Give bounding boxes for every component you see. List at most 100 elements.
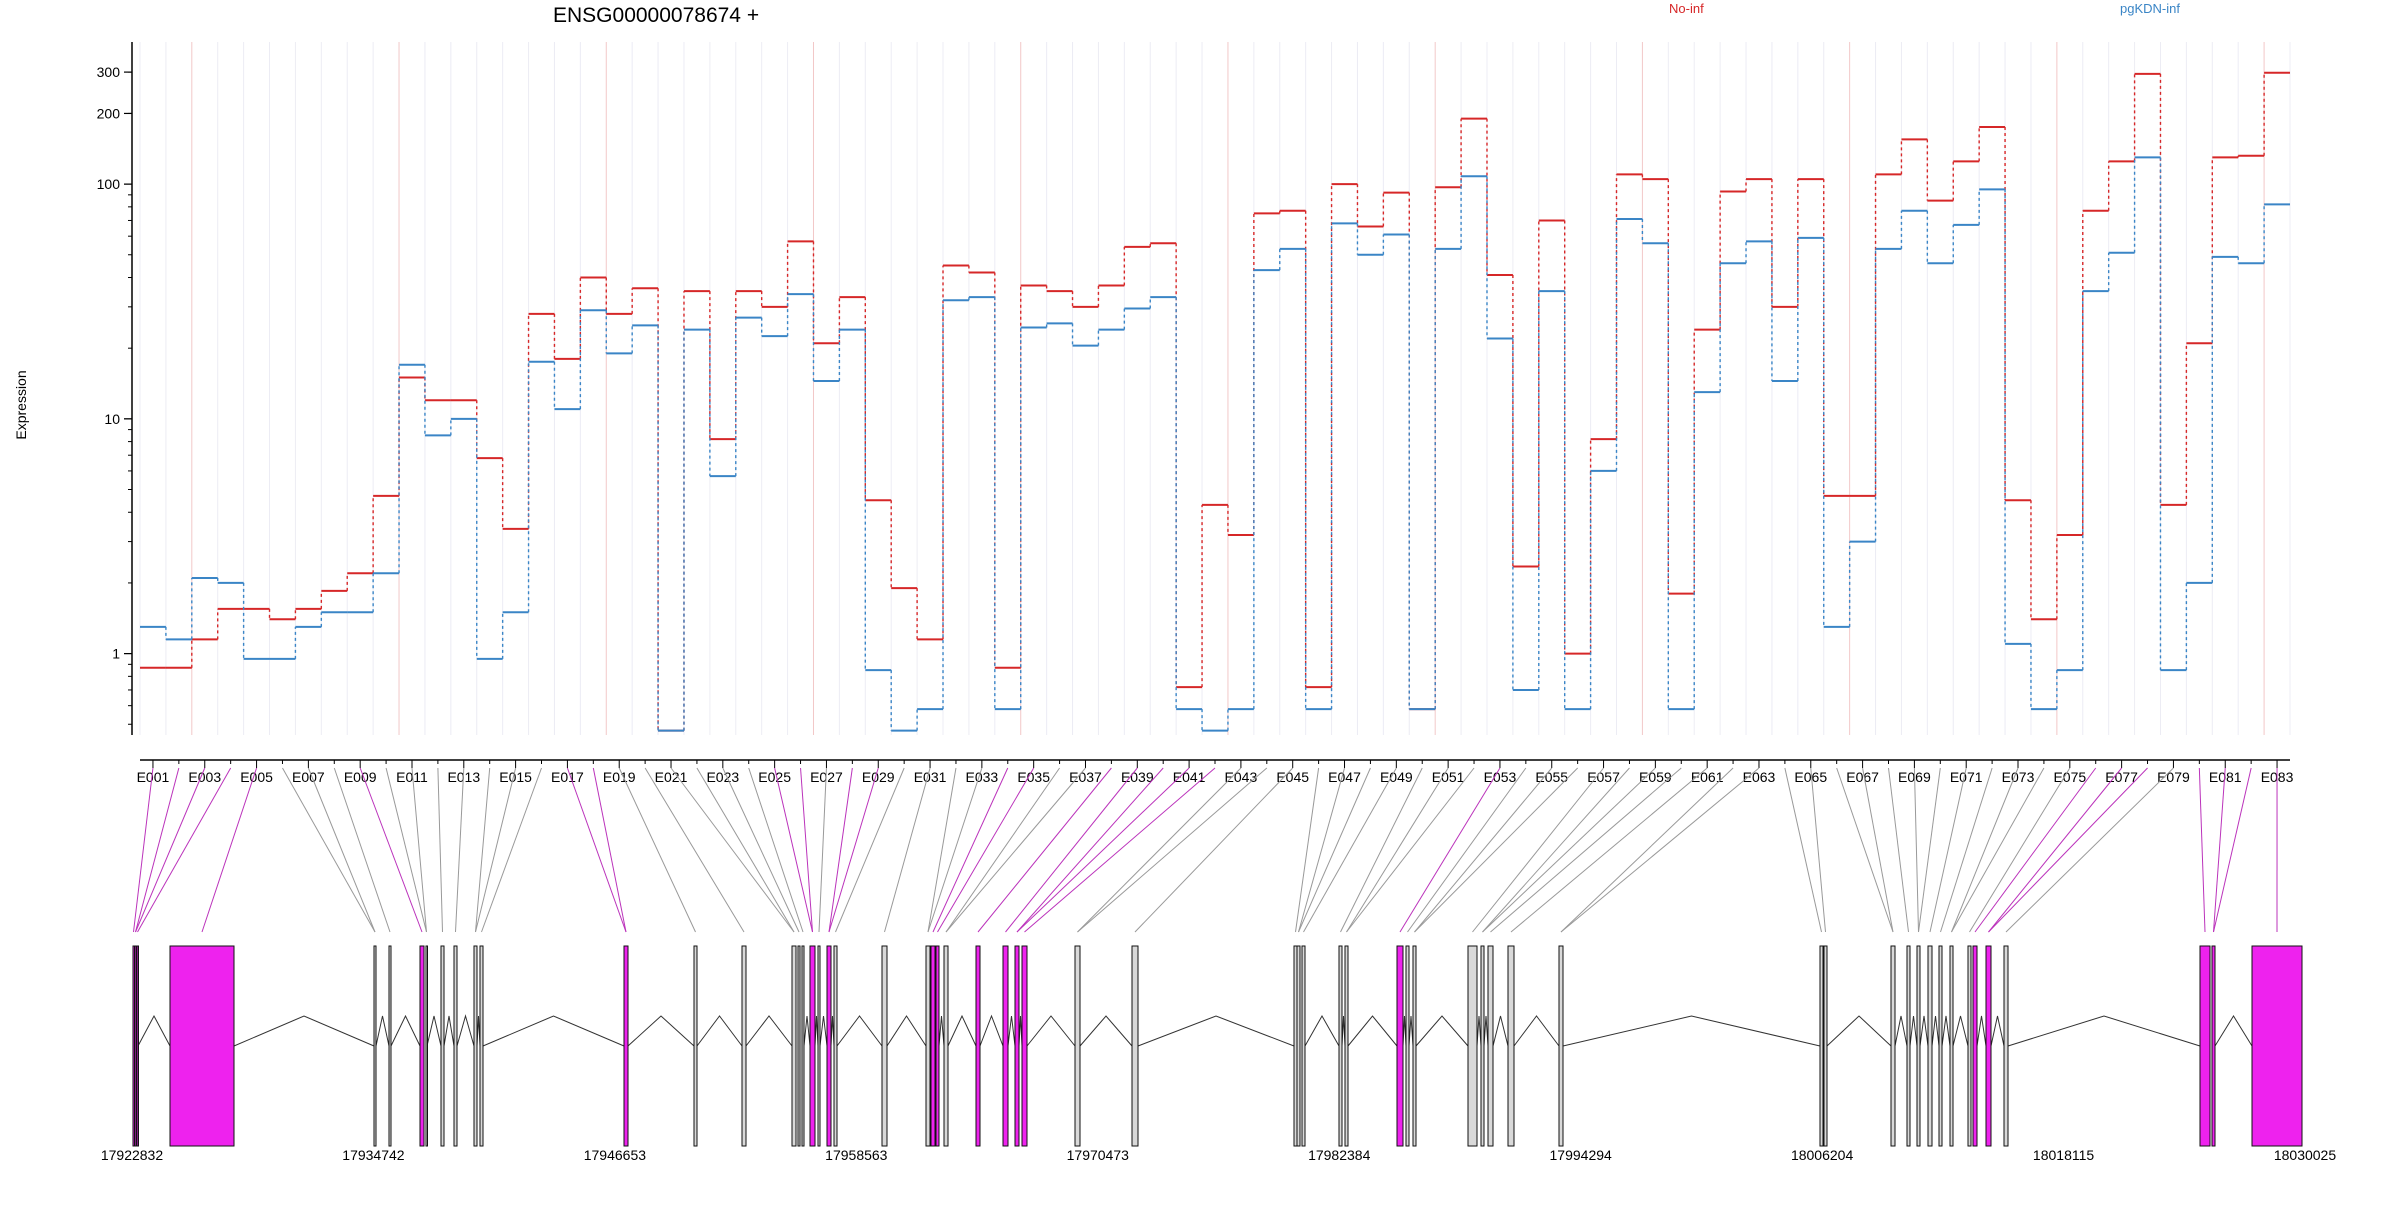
exon xyxy=(1075,946,1080,1146)
exon-connector xyxy=(567,768,626,932)
x-tick-label: E019 xyxy=(603,769,636,785)
exon xyxy=(798,946,800,1146)
intron-line xyxy=(1563,1016,1820,1046)
x-tick-label: E059 xyxy=(1639,769,1672,785)
intron-line xyxy=(1827,1016,1891,1046)
intron-line xyxy=(427,1016,441,1046)
y-tick-label: 100 xyxy=(97,176,121,192)
exon xyxy=(1413,946,1416,1146)
exon xyxy=(1406,946,1409,1146)
gridlines xyxy=(140,42,2290,735)
intron-line xyxy=(1348,1016,1397,1046)
exon xyxy=(624,946,628,1146)
exon-connector xyxy=(386,768,426,932)
exon-connector xyxy=(1025,768,1216,932)
exon xyxy=(1397,946,1403,1146)
x-tick-label: E037 xyxy=(1069,769,1102,785)
intron-line xyxy=(391,1016,420,1046)
exon-connector xyxy=(619,768,695,932)
exon-connector xyxy=(1473,768,1604,932)
exon-connector xyxy=(1863,768,1893,932)
intron-line xyxy=(1409,1016,1413,1046)
intron-line xyxy=(697,1016,742,1046)
x-tick-label: E017 xyxy=(551,769,584,785)
x-tick-label: E025 xyxy=(758,769,791,785)
legend: No-inf pgKDN-inf xyxy=(1669,1,2180,16)
exon xyxy=(2212,946,2215,1146)
intron-line xyxy=(1477,1016,1481,1046)
y-tick-label: 300 xyxy=(97,64,121,80)
exon-connector xyxy=(2006,768,2173,932)
exon-connector xyxy=(138,768,231,932)
exon-connector xyxy=(829,768,878,932)
exon-connector xyxy=(723,768,799,932)
exon-connector xyxy=(1304,768,1397,932)
exon-connector xyxy=(1989,768,2148,932)
intron-line xyxy=(444,1016,454,1046)
exon-connector xyxy=(885,768,931,932)
intron-line xyxy=(1305,1016,1339,1046)
exon-connector xyxy=(1919,768,1941,932)
exon xyxy=(882,946,887,1146)
exon xyxy=(1968,946,1971,1146)
x-tick-label: E029 xyxy=(862,769,895,785)
x-tick-label: E049 xyxy=(1380,769,1413,785)
exon xyxy=(2200,946,2210,1146)
exon xyxy=(474,946,477,1146)
intron-line xyxy=(980,1016,1003,1046)
intron-line xyxy=(1932,1016,1939,1046)
genomic-tick-label: 17970473 xyxy=(1067,1147,1130,1163)
intron-line xyxy=(1920,1016,1928,1046)
intron-line xyxy=(234,1016,374,1046)
chart-title: ENSG00000078674 + xyxy=(553,4,759,27)
exon-connector xyxy=(1299,768,1371,932)
genomic-tick-label: 17994294 xyxy=(1550,1147,1613,1163)
exon-connector xyxy=(697,768,794,932)
intron-line xyxy=(628,1016,694,1046)
exon-connector xyxy=(1415,768,1578,932)
exon-connector xyxy=(1511,768,1707,932)
intron-line xyxy=(1977,1016,1986,1046)
intron-line xyxy=(837,1016,882,1046)
exon xyxy=(1468,946,1477,1146)
exon xyxy=(389,946,391,1146)
genomic-tick-label: 18030025 xyxy=(2274,1147,2337,1163)
intron-line xyxy=(1493,1016,1508,1046)
exon xyxy=(135,946,137,1146)
exon xyxy=(420,946,424,1146)
x-tick-label: E045 xyxy=(1276,769,1309,785)
exon xyxy=(2252,946,2302,1146)
genomic-tick-label: 17922832 xyxy=(101,1147,164,1163)
exon xyxy=(1345,946,1348,1146)
exon xyxy=(1302,946,1305,1146)
intron-line xyxy=(1416,1016,1468,1046)
exon xyxy=(170,946,234,1146)
exon xyxy=(1917,946,1920,1146)
x-tick-label: E051 xyxy=(1432,769,1465,785)
exon xyxy=(1015,946,1019,1146)
x-tick-label: E021 xyxy=(655,769,688,785)
exon-connector xyxy=(136,768,205,932)
exon xyxy=(827,946,831,1146)
exon xyxy=(1003,946,1008,1146)
exon xyxy=(1986,946,1991,1146)
exon-connector xyxy=(1415,768,1552,932)
intron-line xyxy=(887,1016,926,1046)
exon-connector xyxy=(1296,768,1319,932)
x-tick-label: E043 xyxy=(1225,769,1258,785)
intron-line xyxy=(1991,1016,2004,1046)
exon-connector xyxy=(334,768,390,932)
exon xyxy=(926,946,930,1146)
exon-connector xyxy=(1785,768,1822,932)
x-tick-label: E015 xyxy=(499,769,532,785)
y-axis-label: Expression xyxy=(13,370,29,439)
intron-line xyxy=(1895,1016,1907,1046)
intron-line xyxy=(939,1016,944,1046)
series-lines xyxy=(140,73,2290,731)
x-tick-label: E001 xyxy=(137,769,170,785)
exon xyxy=(1297,946,1300,1146)
exon-connector xyxy=(476,768,516,932)
